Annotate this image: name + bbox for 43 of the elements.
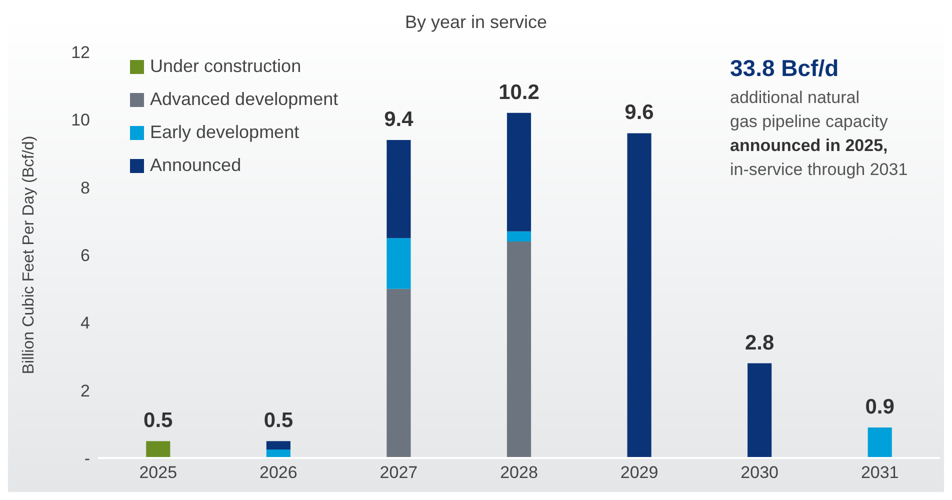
x-tick-label: 2028 <box>500 463 538 482</box>
y-tick-label: 12 <box>71 43 90 62</box>
y-tick-label: - <box>84 449 90 468</box>
bar <box>506 231 532 242</box>
x-tick-label: 2027 <box>380 463 418 482</box>
annotation: 33.8 Bcf/d <box>730 55 840 81</box>
bar <box>266 441 290 450</box>
legend-label: Advanced development <box>150 88 338 111</box>
y-tick-label: 6 <box>80 246 90 266</box>
bar <box>386 288 411 458</box>
bar <box>627 133 652 458</box>
total-label: 10.2 <box>498 80 540 104</box>
bar <box>386 238 411 289</box>
bar <box>868 428 892 458</box>
total-label: 9.4 <box>384 108 414 131</box>
total-label: 2.8 <box>744 331 774 354</box>
legend-label: Under construction <box>150 55 302 78</box>
annotation: gas pipeline capacity <box>730 111 889 133</box>
annotation: additional natural <box>730 87 860 109</box>
x-tick-label: 2031 <box>860 463 899 482</box>
y-axis-title: Billion Cubic Feet Per Day (Bcf/d) <box>20 136 38 374</box>
x-tick-label: 2030 <box>740 463 778 482</box>
total-label: 0.5 <box>144 409 174 432</box>
total-label: 0.9 <box>865 396 894 419</box>
total-label: 0.5 <box>264 409 294 432</box>
bar <box>506 112 532 232</box>
annotation: announced in 2025, <box>730 135 889 157</box>
legend-label: Early development <box>150 121 300 144</box>
total-label: 9.6 <box>624 101 654 124</box>
annotation: in-service through 2031 <box>730 159 909 181</box>
y-tick-label: 8 <box>80 178 90 198</box>
bar <box>506 241 532 458</box>
y-tick-label: 10 <box>71 110 90 130</box>
bar <box>748 363 772 458</box>
y-tick-label: 4 <box>80 314 90 333</box>
bar <box>146 441 170 458</box>
x-tick-label: 2029 <box>620 463 658 482</box>
x-tick-label: 2025 <box>139 463 178 482</box>
x-tick-label: 2026 <box>260 463 298 482</box>
y-tick-label: 2 <box>80 381 90 400</box>
bar <box>386 140 411 238</box>
chart-title: By year in service <box>404 12 548 33</box>
legend-label: Announced <box>150 154 242 177</box>
